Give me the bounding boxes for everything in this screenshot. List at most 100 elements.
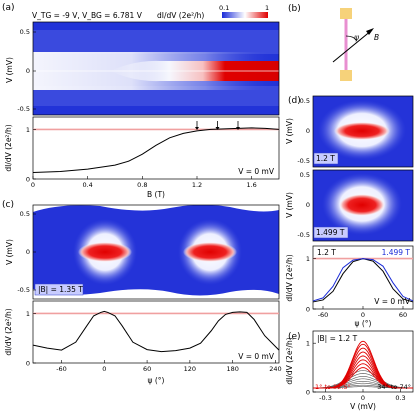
map-a-ylabel: V (mV) [5,57,14,83]
colorbar-label: dI/dV (2e²/h) [157,11,204,20]
plot-a-xtick-4: 1.6 [246,181,256,189]
angle-symbol: ψ [354,33,360,42]
plot-a-ytick-0: 1 [26,126,30,134]
plot-e-ytick-1: 0 [306,389,310,397]
plot-a-xtick-0: 0 [31,181,35,189]
panel-label-c: (c) [2,200,14,210]
map-d1-ytick-2: -0.5 [297,157,310,165]
colorbar-max: 1 [265,4,269,12]
plot-a-line: 0 0.4 0.8 1.2 1.6 10 [26,116,280,189]
plot-d-ytick-0: 1 [306,255,310,263]
field-symbol: B [374,33,379,42]
device-schematic [332,8,374,81]
plot-d-xtick-0: -60 [318,311,329,319]
angle-arc [345,35,358,42]
map-a-ytick-1: 0 [26,67,30,75]
map-c-ytick-0: 0.5 [20,210,30,218]
gate-voltages-text: V_TG = -9 V, V_BG = 6.781 V [32,11,143,20]
map-a-ytick-2: -0.5 [17,105,30,113]
plot-c-line: -60 0 60 120 180 240 10 [26,300,282,373]
map-d2-ytick-1: 0 [306,201,310,209]
plot-e-legend-red: 1° to 32.5° [315,383,351,391]
plot-a-arrows [195,121,240,130]
map-d2-field-text: 1.499 T [316,228,345,237]
plot-e-ytick-0: 1 [306,340,310,348]
plot-d-xticks: -60 0 60 [318,306,407,319]
plot-c-xtick-4: 180 [226,365,238,373]
map-d1-ytick-0: 0.5 [300,97,310,105]
plot-c-xtick-0: -60 [56,365,67,373]
plot-d-yticks: 10 [306,255,316,314]
field-badge-d2 [313,226,349,239]
map-d1-ytick-1: 0 [306,127,310,135]
plot-a-xtick-1: 0.4 [82,181,92,189]
plot-c-xtick-3: 120 [184,365,196,373]
plot-c-yticks: 10 [26,310,36,368]
plot-a-arrowhead-0 [195,127,199,130]
plot-e-xtick-0: -0.3 [319,394,332,402]
plot-e-xticks: -0.3 0 0.3 [319,389,406,402]
map-a-frame [32,21,280,116]
panel-label-d: (d) [288,96,301,106]
plot-a-xticks: 0 0.4 0.8 1.2 1.6 [31,176,257,189]
plot-d-xtick-1: 0 [361,311,365,319]
heatmap-c [33,205,279,299]
plot-a-ylabel: dI/dV (2e²/h) [4,124,13,171]
plot-c-frame [32,300,280,364]
plot-d-annotation: V = 0 mV [374,297,411,306]
plot-c-xtick-5: 240 [269,365,281,373]
map-a-ytick-0: 0.5 [20,28,30,36]
nanowire [344,19,348,70]
map-d2-ytick-2: -0.5 [297,231,310,239]
map-d2-ylabel: V (mV) [285,192,294,218]
plot-c-xtick-2: 60 [143,365,151,373]
map-d1-ylabel: V (mV) [285,118,294,144]
plot-a-arrowhead-2 [236,127,240,130]
plot-c-annotation: V = 0 mV [238,352,275,361]
plot-e-yticks: 10 [306,340,316,397]
plot-a-xlabel: B (T) [147,190,165,199]
panel-label-a: (a) [2,3,15,13]
plot-c-ylabel: dI/dV (2e²/h) [4,308,13,355]
plot-a-xtick-2: 0.8 [137,181,147,189]
plot-d-legend-1: 1.2 T [317,248,336,257]
plot-a-yticks: 10 [26,126,36,184]
map-c-yticks [33,213,36,291]
plot-c-ytick-1: 0 [26,360,30,368]
map-d2-ytick-0: 0.5 [300,171,310,179]
plot-c-ytick-0: 1 [26,310,30,318]
plot-e: -0.3 0 0.3 10 [306,330,414,402]
map-c-field-text: |B| = 1.35 T [38,285,83,294]
plot-a-series [32,127,280,174]
map-c-ytick-2: -0.5 [17,286,30,294]
contact-top [340,8,352,19]
panel-label-e: (e) [288,332,301,342]
field-badge-c [34,283,84,296]
plot-e-xtick-2: 0.3 [395,394,405,402]
plot-d-ylabel: dI/dV (2e²/h) [285,254,294,301]
plot-a-annotation: V = 0 mV [238,167,275,176]
panel-label-b: (b) [288,4,301,14]
field-badge-d1 [313,152,339,165]
plot-c-series [32,310,280,353]
map-c-ylabel: V (mV) [5,239,14,265]
plot-d-frame [312,245,414,310]
colorbar-min: 0.1 [219,4,229,12]
plot-e-curves [312,340,414,389]
plot-c-xticks: -60 0 60 120 180 240 [56,360,282,373]
heatmap-a [33,22,279,115]
plot-d-xlabel: ψ (°) [355,319,372,328]
field-arrow [332,29,373,63]
plot-e-ylabel: dI/dV (2e²/h) [285,337,294,384]
plot-d-ytick-1: 0 [306,306,310,314]
plot-d-legend-2: 1.499 T [382,248,411,257]
plot-a-arrowhead-1 [215,127,220,130]
heatmap-d2 [312,169,414,242]
map-c-ytick-1: 0 [26,248,30,256]
colorbar [222,12,268,18]
plot-d-xtick-2: 60 [399,311,407,319]
plot-e-xlabel: V (mV) [350,402,376,411]
plot-d-series-2 [312,258,414,302]
plot-c-xlabel: ψ (°) [148,376,165,385]
contact-bottom [340,70,352,81]
